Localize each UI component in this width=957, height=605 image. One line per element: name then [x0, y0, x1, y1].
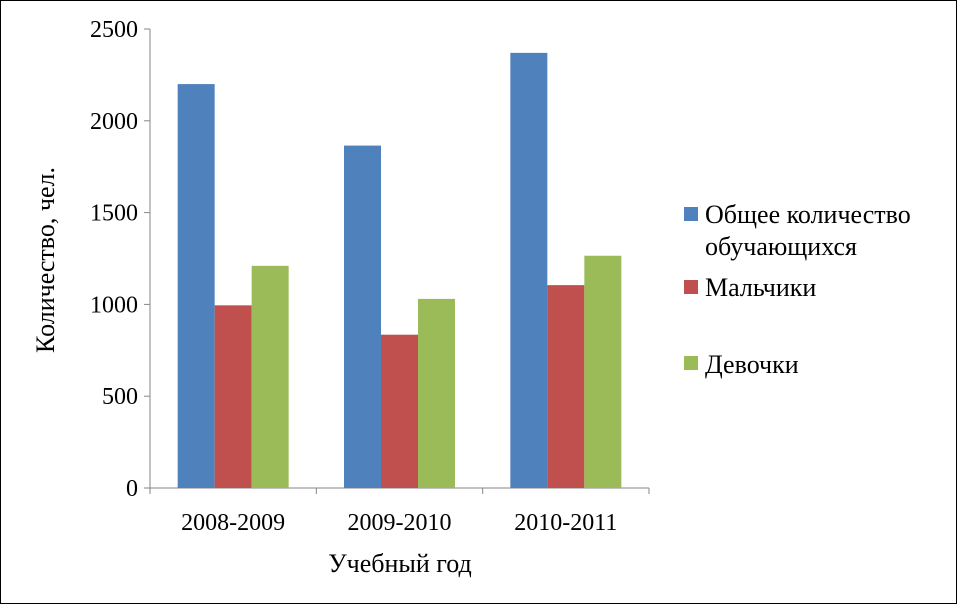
legend-swatch — [684, 207, 698, 221]
legend-label: Общее количество — [705, 200, 911, 229]
y-tick-label: 2500 — [90, 17, 138, 43]
legend-label: Мальчики — [705, 273, 816, 302]
y-tick-label: 1500 — [90, 201, 138, 227]
x-axis-title: Учебный год — [328, 549, 472, 578]
legend-label: Девочки — [705, 350, 799, 379]
x-tick-label: 2008-2009 — [181, 510, 285, 536]
x-tick-label: 2010-2011 — [514, 510, 617, 536]
legend: Общее количество обучающихся Мальчики Девоч… — [684, 200, 911, 379]
plot-area: 0 500 1000 1500 2000 2500 2008-2009 2009-2010 20… — [90, 17, 650, 536]
legend-label: обучающихся — [705, 232, 857, 261]
y-tick-label: 1000 — [90, 292, 138, 318]
legend-swatch — [684, 280, 698, 294]
bar — [584, 255, 622, 488]
legend-swatch — [684, 356, 698, 370]
bar — [547, 285, 585, 488]
y-tick-label: 500 — [102, 384, 138, 410]
bar — [344, 145, 381, 488]
y-tick-label: 2000 — [90, 109, 138, 135]
bar — [510, 52, 548, 488]
bar — [214, 305, 252, 488]
bar — [251, 265, 289, 488]
bar — [418, 298, 455, 488]
x-tick-label: 2009-2010 — [348, 510, 452, 536]
y-axis-title: Количество, чел. — [31, 167, 60, 353]
bar — [177, 84, 215, 488]
y-tick-label: 0 — [126, 476, 138, 502]
bar — [381, 334, 418, 488]
